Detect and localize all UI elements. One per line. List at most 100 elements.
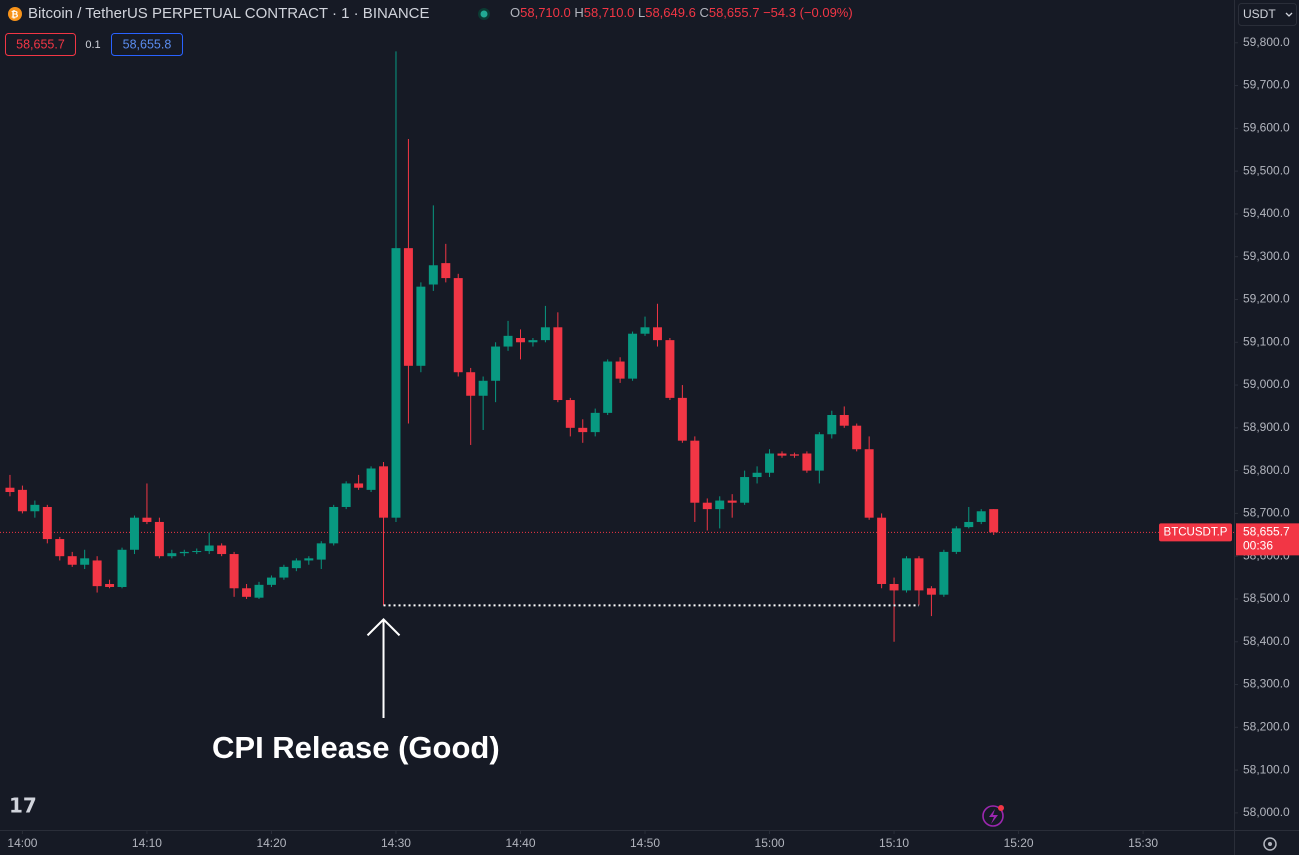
- candle-body: [453, 278, 463, 373]
- candle-body: [92, 560, 102, 587]
- legend-value: 58,710.0: [520, 5, 571, 20]
- candle-body: [30, 504, 40, 512]
- plot: [0, 51, 1234, 642]
- candle-body: [379, 466, 389, 518]
- candle-body: [864, 449, 874, 518]
- ask-price[interactable]: 58,655.8: [123, 37, 172, 51]
- candle-body: [665, 340, 675, 398]
- candle-body: [291, 560, 301, 569]
- y-tick-label: 58,500.0: [1243, 591, 1290, 605]
- candle-body: [578, 427, 588, 433]
- y-tick-label: 59,400.0: [1243, 206, 1290, 220]
- candle-body: [266, 577, 276, 585]
- candle-body: [640, 327, 650, 334]
- alert-icon[interactable]: [982, 805, 1004, 827]
- alert-dot: [998, 805, 1004, 811]
- annotation-arrow: [366, 617, 401, 718]
- ohlc-legend: O58,710.0 H58,710.0 L58,649.6 C58,655.7 …: [510, 5, 853, 20]
- y-tick-label: 59,700.0: [1243, 78, 1290, 92]
- candle-body: [516, 337, 525, 343]
- candle-body: [603, 361, 613, 413]
- y-tick-label: 59,800.0: [1243, 35, 1290, 49]
- candle-body: [129, 517, 139, 550]
- candle-body: [715, 500, 725, 510]
- candle-body: [403, 248, 413, 366]
- candle-body: [391, 248, 401, 518]
- candle-body: [690, 440, 700, 503]
- countdown: 00:36: [1243, 539, 1273, 553]
- candle-body: [304, 558, 314, 561]
- candle-body: [67, 556, 77, 565]
- y-tick-label: 58,200.0: [1243, 719, 1290, 733]
- x-tick-label: 14:20: [256, 836, 286, 850]
- x-tick-label: 14:00: [7, 836, 37, 850]
- candle-body: [316, 543, 326, 560]
- candle-body: [827, 415, 837, 435]
- candle-body: [192, 551, 202, 553]
- candle-body: [889, 583, 899, 591]
- alert-bolt: [989, 809, 998, 824]
- x-tick-label: 15:00: [755, 836, 785, 850]
- candle-body: [528, 340, 538, 343]
- candle-body: [491, 346, 501, 381]
- y-tick-label: 59,100.0: [1243, 334, 1290, 348]
- candle-body: [117, 549, 127, 587]
- candle-body: [503, 335, 513, 347]
- buy-button[interactable]: [111, 33, 183, 56]
- candle-body: [615, 361, 625, 379]
- candle-body: [727, 500, 737, 503]
- candle-body: [416, 286, 426, 366]
- sell-button[interactable]: [5, 33, 76, 56]
- settings-icon[interactable]: [1263, 837, 1277, 851]
- x-tick-label: 14:10: [132, 836, 162, 850]
- candle-body: [777, 453, 787, 456]
- spread: 0.1: [85, 39, 100, 51]
- candle-body: [976, 511, 986, 522]
- annotation: CPI Release (Good): [212, 730, 500, 765]
- price-tag: 58,655.7: [1243, 525, 1290, 539]
- symbol-logo-glyph: ₿: [11, 9, 18, 19]
- candle-body: [852, 425, 862, 450]
- candle-body: [839, 415, 849, 426]
- symbol-tag: BTCUSDT.P: [1164, 526, 1228, 538]
- dropdown-arrow: [1285, 12, 1293, 17]
- legend-prefix: H: [574, 5, 583, 20]
- candle-body: [926, 588, 936, 595]
- currency[interactable]: USDT: [1243, 7, 1276, 21]
- candle-body: [329, 506, 339, 544]
- y-tick-label: 58,100.0: [1243, 762, 1290, 776]
- candle-body: [677, 397, 687, 441]
- y-tick-label: 58,700.0: [1243, 506, 1290, 520]
- candle-body: [902, 558, 911, 591]
- legend-prefix: C: [699, 5, 708, 20]
- symbol-logo: [8, 7, 22, 21]
- candle-body: [5, 487, 15, 493]
- y-tick-label: 58,900.0: [1243, 420, 1290, 434]
- candle-body: [142, 517, 152, 522]
- symbol-tag-bg: [1159, 523, 1232, 542]
- candle-body: [441, 263, 451, 279]
- legend-prefix: L: [638, 5, 645, 20]
- legend-value: 58,710.0: [584, 5, 635, 20]
- candle-body: [989, 509, 999, 533]
- candle-body: [814, 434, 824, 471]
- legend-prefix: O: [510, 5, 520, 20]
- legend-change: −54.3 (−0.09%): [763, 5, 853, 20]
- candle-body: [80, 558, 90, 565]
- bid-price[interactable]: 58,655.7: [16, 37, 65, 51]
- candle-body: [366, 468, 376, 490]
- candle-body: [789, 454, 799, 456]
- tv-logo: 𝟭𝟳: [9, 795, 37, 817]
- candle-body: [740, 477, 750, 503]
- x-tick-label: 15:30: [1128, 836, 1158, 850]
- x-tick-label: 14:30: [381, 836, 411, 850]
- currency-selector[interactable]: [1238, 3, 1297, 26]
- candle-body: [939, 551, 949, 595]
- candle-body: [964, 521, 974, 528]
- candle-body: [565, 400, 575, 428]
- candle-body: [951, 528, 961, 552]
- market-status: [480, 10, 488, 18]
- candle-body: [341, 483, 351, 507]
